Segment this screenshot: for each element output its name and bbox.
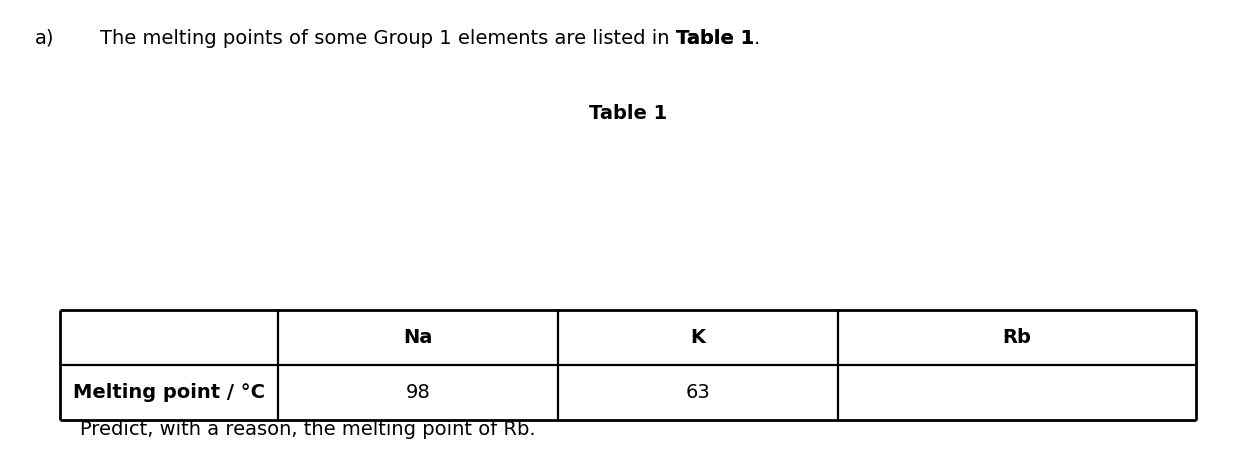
Text: Predict, with a reason, the melting point of Rb.: Predict, with a reason, the melting poin… <box>80 420 535 439</box>
Text: a): a) <box>35 29 54 48</box>
Text: Table 1: Table 1 <box>676 29 754 48</box>
Text: 63: 63 <box>686 383 711 402</box>
Text: Table 1: Table 1 <box>676 29 754 48</box>
Text: Table 1: Table 1 <box>589 104 667 123</box>
Text: Na: Na <box>403 328 432 347</box>
Text: K: K <box>691 328 706 347</box>
Text: Rb: Rb <box>1002 328 1031 347</box>
Text: The melting points of some Group 1 elements are listed in: The melting points of some Group 1 eleme… <box>100 29 676 48</box>
Text: .: . <box>754 29 760 48</box>
Text: 98: 98 <box>406 383 431 402</box>
Text: Melting point / °C: Melting point / °C <box>73 383 265 402</box>
